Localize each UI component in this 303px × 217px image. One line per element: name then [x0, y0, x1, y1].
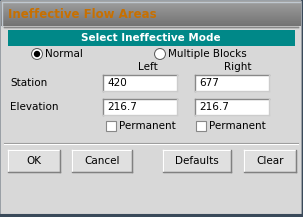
Text: Defaults: Defaults: [175, 156, 219, 166]
FancyBboxPatch shape: [73, 151, 133, 173]
FancyBboxPatch shape: [8, 150, 60, 172]
Text: OK: OK: [26, 156, 42, 166]
Text: Station: Station: [10, 78, 47, 88]
Text: 216.7: 216.7: [107, 102, 137, 112]
FancyBboxPatch shape: [72, 150, 132, 172]
FancyBboxPatch shape: [4, 27, 298, 215]
Text: Elevation: Elevation: [10, 102, 58, 112]
Text: Right: Right: [224, 62, 252, 72]
FancyBboxPatch shape: [9, 151, 61, 173]
FancyBboxPatch shape: [164, 151, 232, 173]
FancyBboxPatch shape: [8, 30, 295, 46]
FancyBboxPatch shape: [245, 151, 297, 173]
Text: Cancel: Cancel: [84, 156, 120, 166]
FancyBboxPatch shape: [195, 75, 269, 91]
FancyBboxPatch shape: [163, 150, 231, 172]
Text: Clear: Clear: [256, 156, 284, 166]
Text: Ineffective Flow Areas: Ineffective Flow Areas: [8, 8, 157, 21]
FancyBboxPatch shape: [195, 99, 269, 115]
FancyBboxPatch shape: [103, 75, 177, 91]
Circle shape: [155, 49, 165, 59]
Text: Normal: Normal: [45, 49, 83, 59]
Text: Multiple Blocks: Multiple Blocks: [168, 49, 247, 59]
FancyBboxPatch shape: [244, 150, 296, 172]
FancyBboxPatch shape: [106, 121, 116, 131]
Circle shape: [32, 49, 42, 59]
Text: 216.7: 216.7: [199, 102, 229, 112]
Circle shape: [35, 51, 39, 56]
Text: 420: 420: [107, 78, 127, 88]
FancyBboxPatch shape: [103, 99, 177, 115]
Text: Select Ineffective Mode: Select Ineffective Mode: [81, 33, 221, 43]
Text: Left: Left: [138, 62, 158, 72]
FancyBboxPatch shape: [196, 121, 206, 131]
Text: Permanent: Permanent: [119, 121, 176, 131]
Text: Permanent: Permanent: [209, 121, 266, 131]
Text: 677: 677: [199, 78, 219, 88]
